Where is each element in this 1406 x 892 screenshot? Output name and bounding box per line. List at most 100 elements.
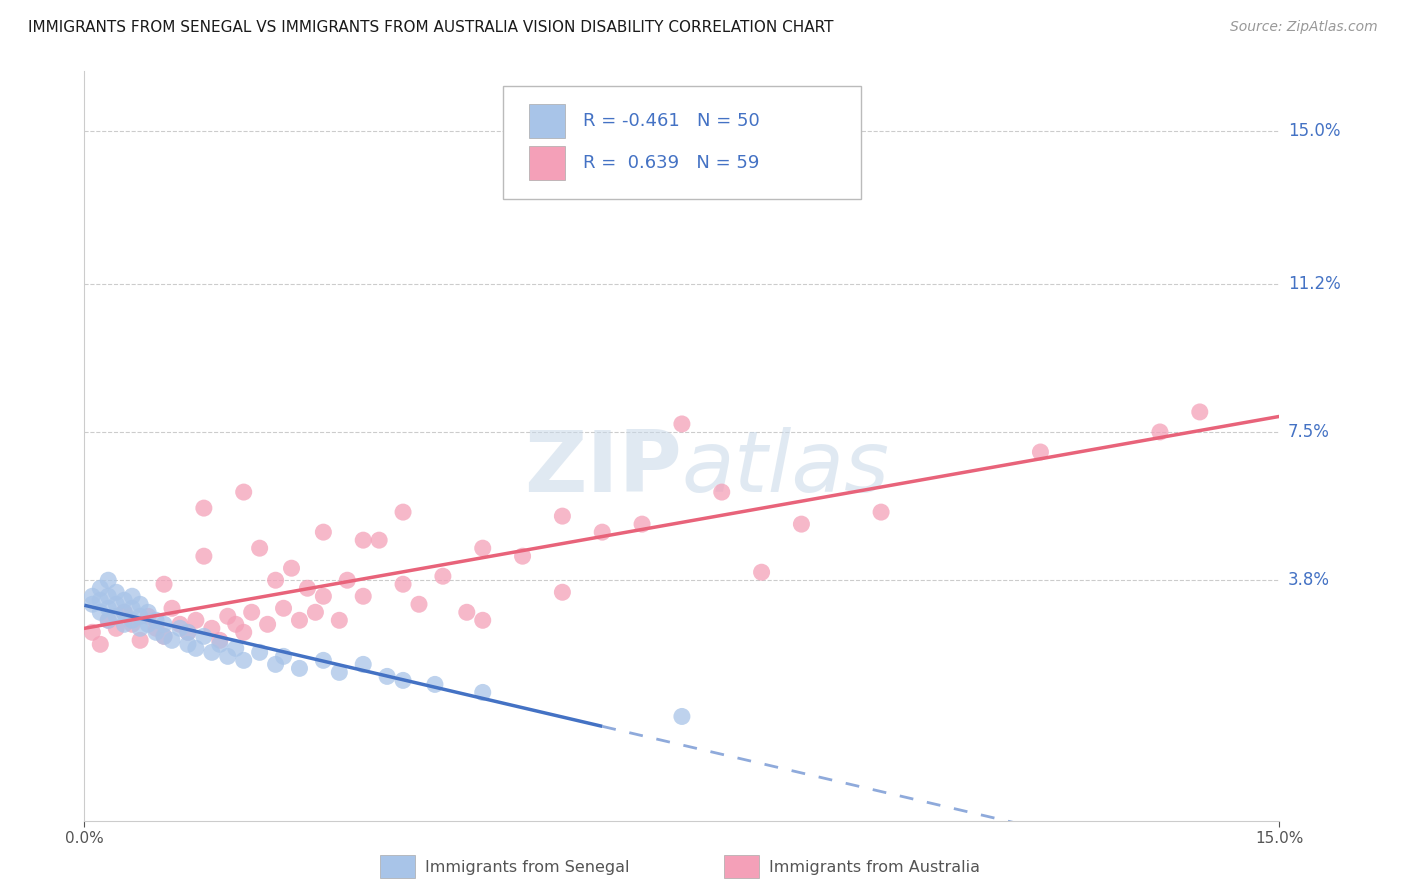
Point: [1149, 425, 1171, 439]
Point: [129, 633, 152, 648]
Point: [193, 501, 215, 516]
Point: [112, 593, 135, 607]
Point: [232, 485, 254, 500]
Point: [256, 617, 278, 632]
Text: 11.2%: 11.2%: [1288, 275, 1340, 293]
Point: [456, 605, 478, 619]
Point: [217, 609, 239, 624]
Point: [710, 485, 733, 500]
Point: [1029, 445, 1052, 459]
Text: R = -0.461   N = 50: R = -0.461 N = 50: [582, 112, 759, 130]
Point: [328, 665, 350, 680]
Text: 15.0%: 15.0%: [1288, 122, 1340, 140]
Text: atlas: atlas: [682, 427, 890, 510]
Point: [136, 609, 159, 624]
Point: [790, 517, 813, 532]
Point: [153, 577, 176, 591]
Point: [129, 609, 152, 624]
Point: [89, 605, 111, 619]
Point: [423, 677, 446, 691]
Point: [471, 541, 494, 556]
Point: [240, 605, 263, 619]
Point: [112, 617, 135, 632]
Point: [97, 573, 120, 587]
Point: [375, 669, 398, 683]
Point: [201, 645, 224, 659]
Point: [217, 649, 239, 664]
Point: [160, 633, 183, 648]
Point: [870, 505, 893, 519]
Point: [264, 573, 287, 587]
Point: [169, 621, 191, 635]
Text: R =  0.639   N = 59: R = 0.639 N = 59: [582, 153, 759, 171]
Point: [89, 637, 111, 651]
Point: [97, 601, 120, 615]
Point: [145, 625, 167, 640]
Bar: [529, 145, 565, 179]
Point: [225, 617, 247, 632]
Point: [328, 613, 350, 627]
Point: [312, 589, 335, 603]
Point: [1188, 405, 1211, 419]
Point: [352, 533, 374, 548]
Point: [112, 605, 135, 619]
Point: [177, 625, 200, 640]
Point: [280, 561, 302, 575]
Point: [82, 625, 104, 640]
Point: [312, 653, 335, 667]
Point: [273, 649, 295, 664]
Point: [208, 633, 231, 648]
Point: [136, 605, 159, 619]
Point: [671, 709, 693, 723]
Text: Source: ZipAtlas.com: Source: ZipAtlas.com: [1230, 20, 1378, 34]
Point: [105, 585, 128, 599]
Point: [145, 621, 167, 635]
Point: [471, 613, 494, 627]
Point: [751, 565, 773, 579]
Point: [97, 613, 120, 627]
Point: [368, 533, 391, 548]
Point: [471, 685, 494, 699]
Text: IMMIGRANTS FROM SENEGAL VS IMMIGRANTS FROM AUSTRALIA VISION DISABILITY CORRELATI: IMMIGRANTS FROM SENEGAL VS IMMIGRANTS FR…: [28, 20, 834, 35]
Point: [153, 617, 176, 632]
Point: [232, 625, 254, 640]
Text: 3.8%: 3.8%: [1288, 571, 1330, 590]
Point: [82, 597, 104, 611]
Point: [153, 629, 176, 643]
Point: [82, 589, 104, 603]
Point: [551, 585, 574, 599]
Point: [392, 673, 415, 688]
Point: [89, 593, 111, 607]
Point: [288, 661, 311, 675]
Text: ZIP: ZIP: [524, 427, 682, 510]
Point: [160, 601, 183, 615]
Point: [89, 581, 111, 595]
Point: [312, 525, 335, 540]
Text: 7.5%: 7.5%: [1288, 423, 1330, 441]
Point: [177, 625, 200, 640]
Point: [177, 637, 200, 651]
Point: [273, 601, 295, 615]
Point: [392, 577, 415, 591]
Point: [201, 621, 224, 635]
Point: [264, 657, 287, 672]
Point: [304, 605, 326, 619]
Point: [169, 617, 191, 632]
Point: [352, 589, 374, 603]
Point: [551, 509, 574, 524]
Point: [153, 629, 176, 643]
Point: [105, 621, 128, 635]
Point: [136, 617, 159, 632]
Point: [408, 597, 430, 611]
Point: [591, 525, 613, 540]
Point: [336, 573, 359, 587]
Point: [208, 637, 231, 651]
Point: [121, 601, 143, 615]
Point: [432, 569, 454, 583]
Point: [288, 613, 311, 627]
Bar: [529, 104, 565, 137]
Point: [232, 653, 254, 667]
Text: Immigrants from Senegal: Immigrants from Senegal: [425, 860, 628, 874]
Point: [97, 589, 120, 603]
Point: [97, 613, 120, 627]
